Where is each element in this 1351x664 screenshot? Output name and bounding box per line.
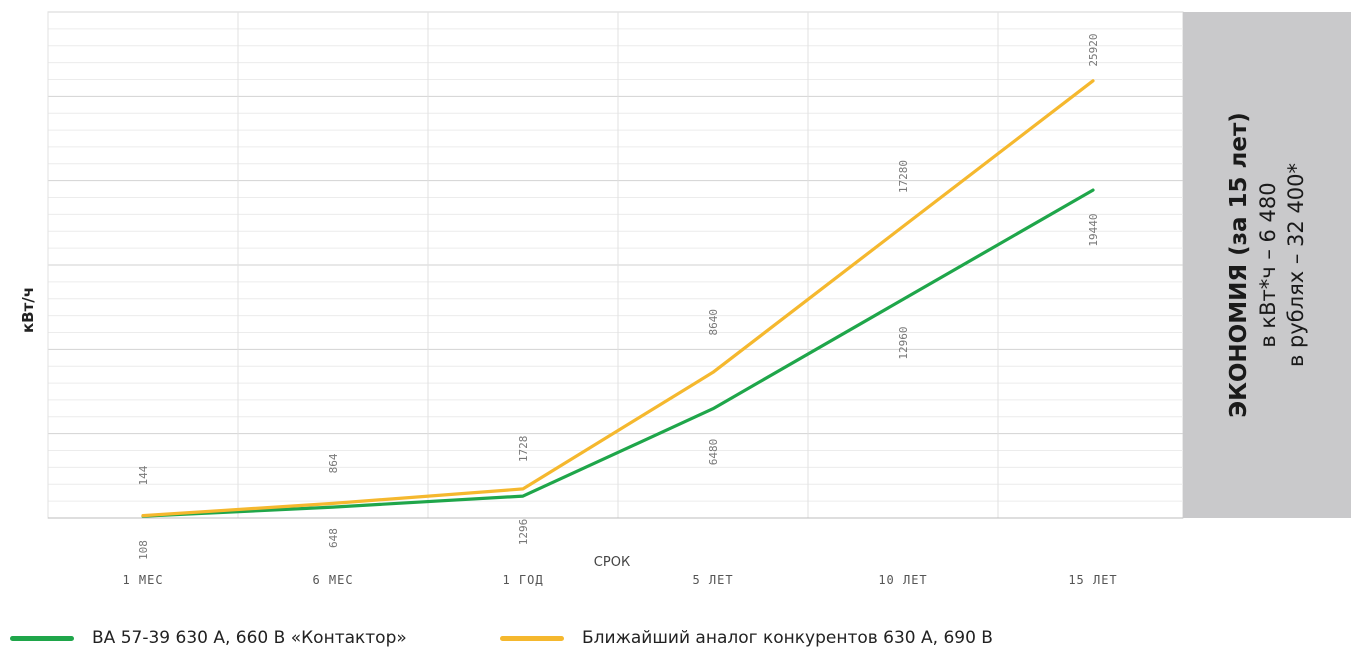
x-tick-label: 5 ЛЕТ — [692, 573, 733, 587]
series-line-green — [141, 188, 1095, 518]
savings-text: ЭКОНОМИЯ (за 15 лет) в кВт*ч – 6 480 в р… — [1224, 55, 1310, 475]
x-tick-label: 10 ЛЕТ — [878, 573, 927, 587]
data-label: 12960 — [897, 326, 910, 359]
data-label: 108 — [137, 540, 150, 560]
data-label: 1296 — [517, 519, 530, 546]
data-label: 25920 — [1087, 33, 1100, 66]
x-tick-label: 15 ЛЕТ — [1068, 573, 1117, 587]
savings-kwh: в кВт*ч – 6 480 — [1256, 182, 1280, 348]
data-label: 8640 — [707, 309, 720, 336]
savings-rub: в рублях – 32 400* — [1284, 162, 1308, 368]
savings-title: ЭКОНОМИЯ (за 15 лет) — [1226, 112, 1252, 418]
legend-label: ВА 57-39 630 А, 660 В «Контактор» — [92, 628, 407, 648]
data-label: 6480 — [707, 439, 720, 466]
y-axis-title: кВт/ч — [19, 286, 37, 334]
x-axis-title: СРОК — [594, 555, 630, 570]
legend-label: Ближайший аналог конкурентов 630 А, 690 … — [582, 628, 993, 648]
data-label: 144 — [137, 465, 150, 485]
data-label: 1728 — [517, 436, 530, 463]
data-label: 17280 — [897, 160, 910, 193]
savings-panel: ЭКОНОМИЯ (за 15 лет) в кВт*ч – 6 480 в р… — [1183, 12, 1351, 518]
legend-item-series-2: Ближайший аналог конкурентов 630 А, 690 … — [500, 618, 993, 658]
series-lines — [141, 79, 1095, 518]
legend-item-series-1: ВА 57-39 630 А, 660 В «Контактор» — [10, 618, 407, 658]
data-label: 19440 — [1087, 213, 1100, 246]
y-axis-title-wrap: кВт/ч — [2, 255, 54, 365]
data-label: 648 — [327, 528, 340, 548]
grid — [47, 11, 1184, 519]
data-labels: 144 864 1728 8640 17280 25920 108 648 1296 6480 12… — [137, 33, 1100, 560]
data-label: 864 — [327, 453, 340, 473]
x-tick-labels: 1 МЕС 6 МЕС 1 ГОД 5 ЛЕТ 10 ЛЕТ 15 ЛЕТ — [122, 573, 1117, 587]
series-line-yellow — [141, 79, 1095, 518]
legend-swatch-yellow — [500, 635, 564, 641]
x-tick-label: 1 МЕС — [122, 573, 163, 587]
legend-swatch-green — [10, 635, 74, 641]
x-tick-label: 1 ГОД — [502, 573, 543, 587]
legend: ВА 57-39 630 А, 660 В «Контактор» Ближай… — [0, 618, 1351, 658]
x-tick-label: 6 МЕС — [312, 573, 353, 587]
